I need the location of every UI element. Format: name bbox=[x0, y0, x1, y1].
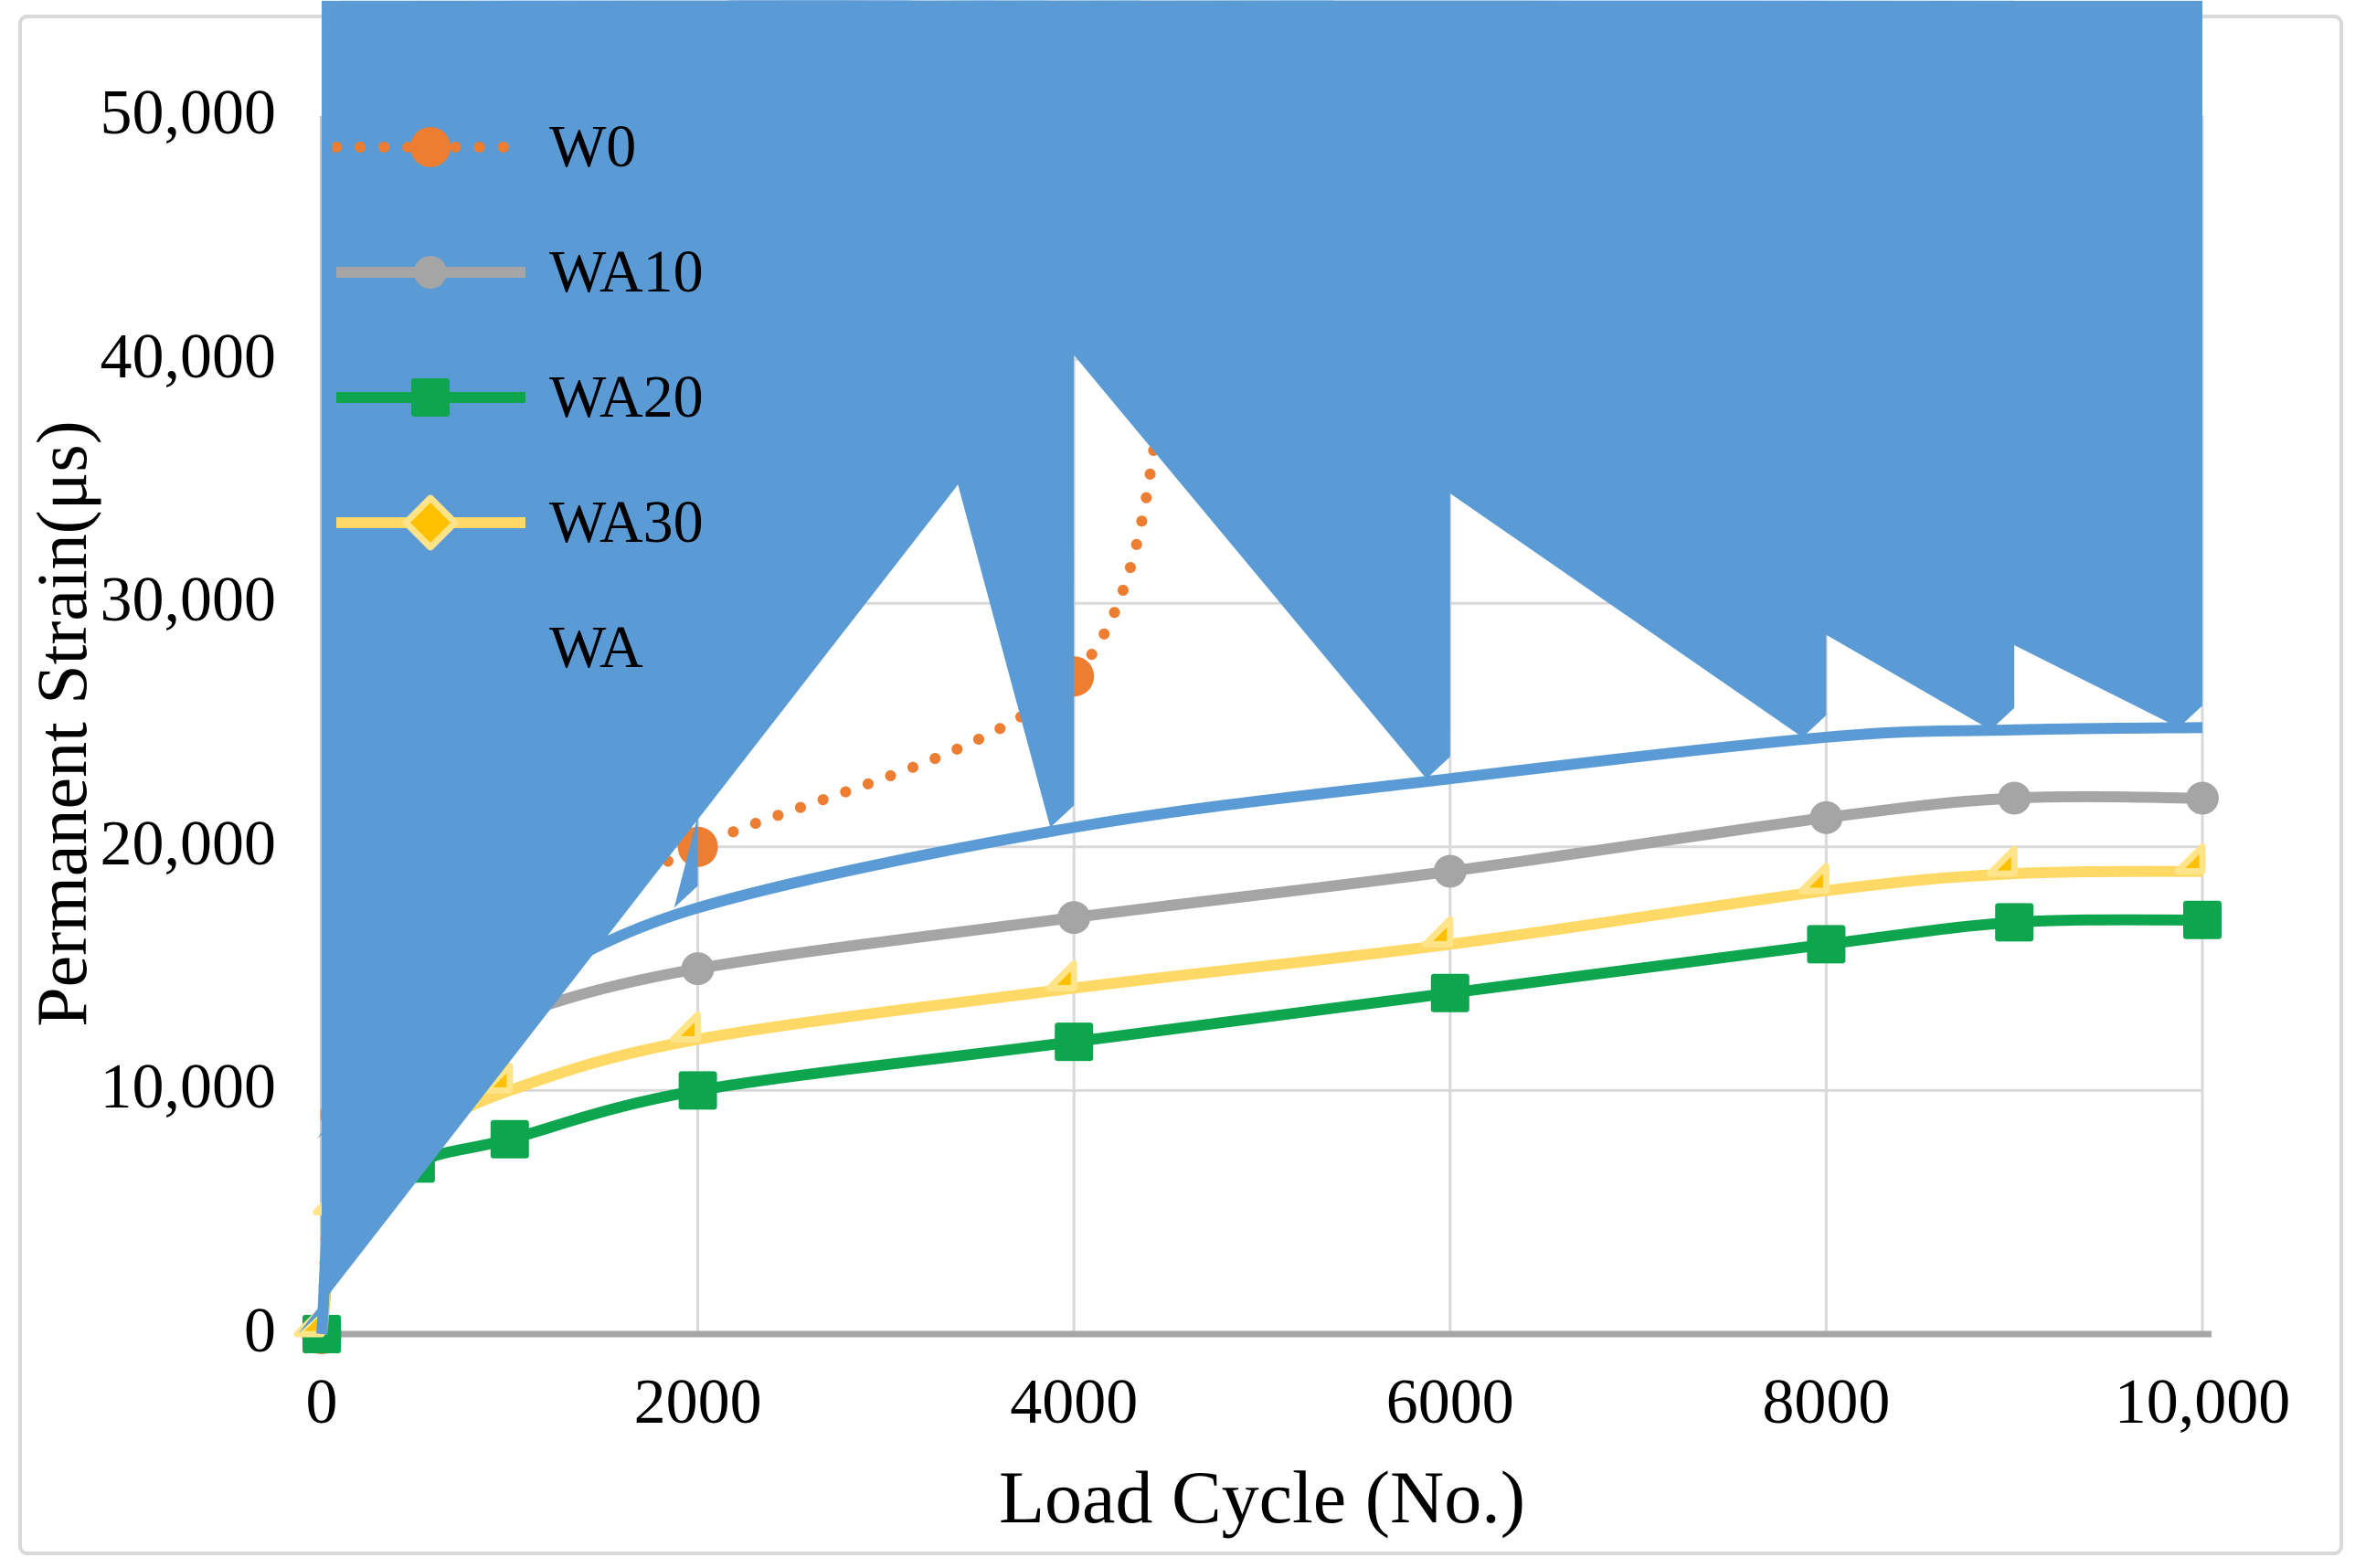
y-tick-label: 30,000 bbox=[100, 565, 277, 636]
y-tick-label: 20,000 bbox=[100, 808, 277, 879]
y-tick-label: 10,000 bbox=[100, 1052, 277, 1123]
x-tick-label: 10,000 bbox=[2114, 1367, 2291, 1437]
legend-label: WA20 bbox=[549, 364, 704, 430]
y-tick-label: 50,000 bbox=[100, 78, 277, 149]
x-tick-label: 6000 bbox=[1385, 1367, 1514, 1437]
y-tick-label: 40,000 bbox=[100, 321, 277, 392]
legend-item-wa30: WA30 bbox=[333, 491, 704, 555]
legend-item-w0: W0 bbox=[333, 115, 704, 179]
wa30-series-marker-icon bbox=[336, 494, 525, 551]
legend-label: WA10 bbox=[549, 238, 704, 305]
x-tick-label: 2000 bbox=[633, 1367, 762, 1437]
legend-item-wa: WA bbox=[333, 616, 704, 680]
x-tick-label: 0 bbox=[305, 1367, 338, 1437]
wa-series-marker-icon bbox=[336, 626, 525, 667]
x-axis-title: Load Cycle (No.) bbox=[998, 1456, 1526, 1539]
legend-label: W0 bbox=[549, 113, 637, 180]
wa10-series-marker-icon bbox=[336, 256, 525, 289]
legend-item-wa10: WA10 bbox=[333, 240, 704, 304]
w0-series-marker-icon bbox=[333, 127, 529, 167]
y-axis-title: Permanent Strain(μs) bbox=[22, 420, 101, 1027]
x-tick-label: 8000 bbox=[1762, 1367, 1891, 1437]
x-tick-label: 4000 bbox=[1010, 1367, 1139, 1437]
legend-item-wa20: WA20 bbox=[333, 366, 704, 429]
legend-label: WA bbox=[549, 614, 643, 681]
legend: W0 WA10 WA20 WA30 WA bbox=[333, 115, 704, 680]
wa20-series-marker-icon bbox=[336, 378, 525, 417]
legend-label: WA30 bbox=[549, 489, 704, 556]
y-tick-label: 0 bbox=[244, 1296, 276, 1367]
